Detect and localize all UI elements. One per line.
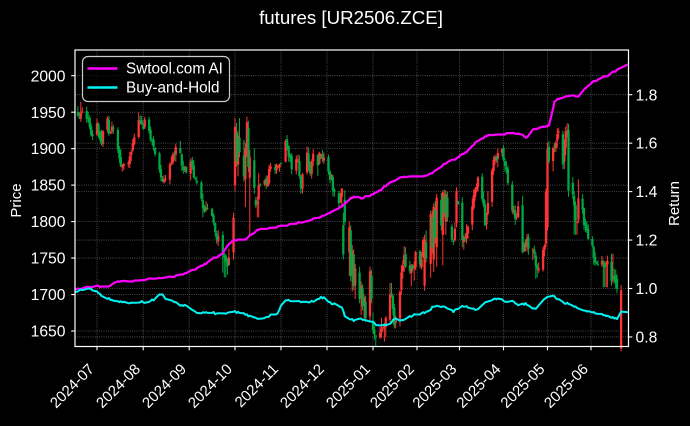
svg-text:2000: 2000 [31,68,66,85]
svg-text:0.8: 0.8 [636,330,658,347]
svg-text:1.6: 1.6 [636,136,658,153]
svg-text:1950: 1950 [31,105,66,122]
svg-text:1750: 1750 [31,251,66,268]
svg-text:Buy-and-Hold: Buy-and-Hold [126,80,220,97]
svg-text:1.4: 1.4 [636,184,658,201]
svg-text:1.2: 1.2 [636,233,658,250]
svg-text:Return: Return [666,181,683,226]
svg-text:Swtool.com AI: Swtool.com AI [126,61,223,78]
svg-text:1650: 1650 [31,324,66,341]
svg-text:1.8: 1.8 [636,87,658,104]
svg-text:1700: 1700 [31,287,66,304]
svg-text:1.0: 1.0 [636,281,658,298]
svg-text:1850: 1850 [31,178,66,195]
svg-text:futures [UR2506.ZCE]: futures [UR2506.ZCE] [259,7,443,28]
svg-text:Price: Price [8,183,25,217]
svg-text:1900: 1900 [31,141,66,158]
svg-text:1800: 1800 [31,214,66,231]
